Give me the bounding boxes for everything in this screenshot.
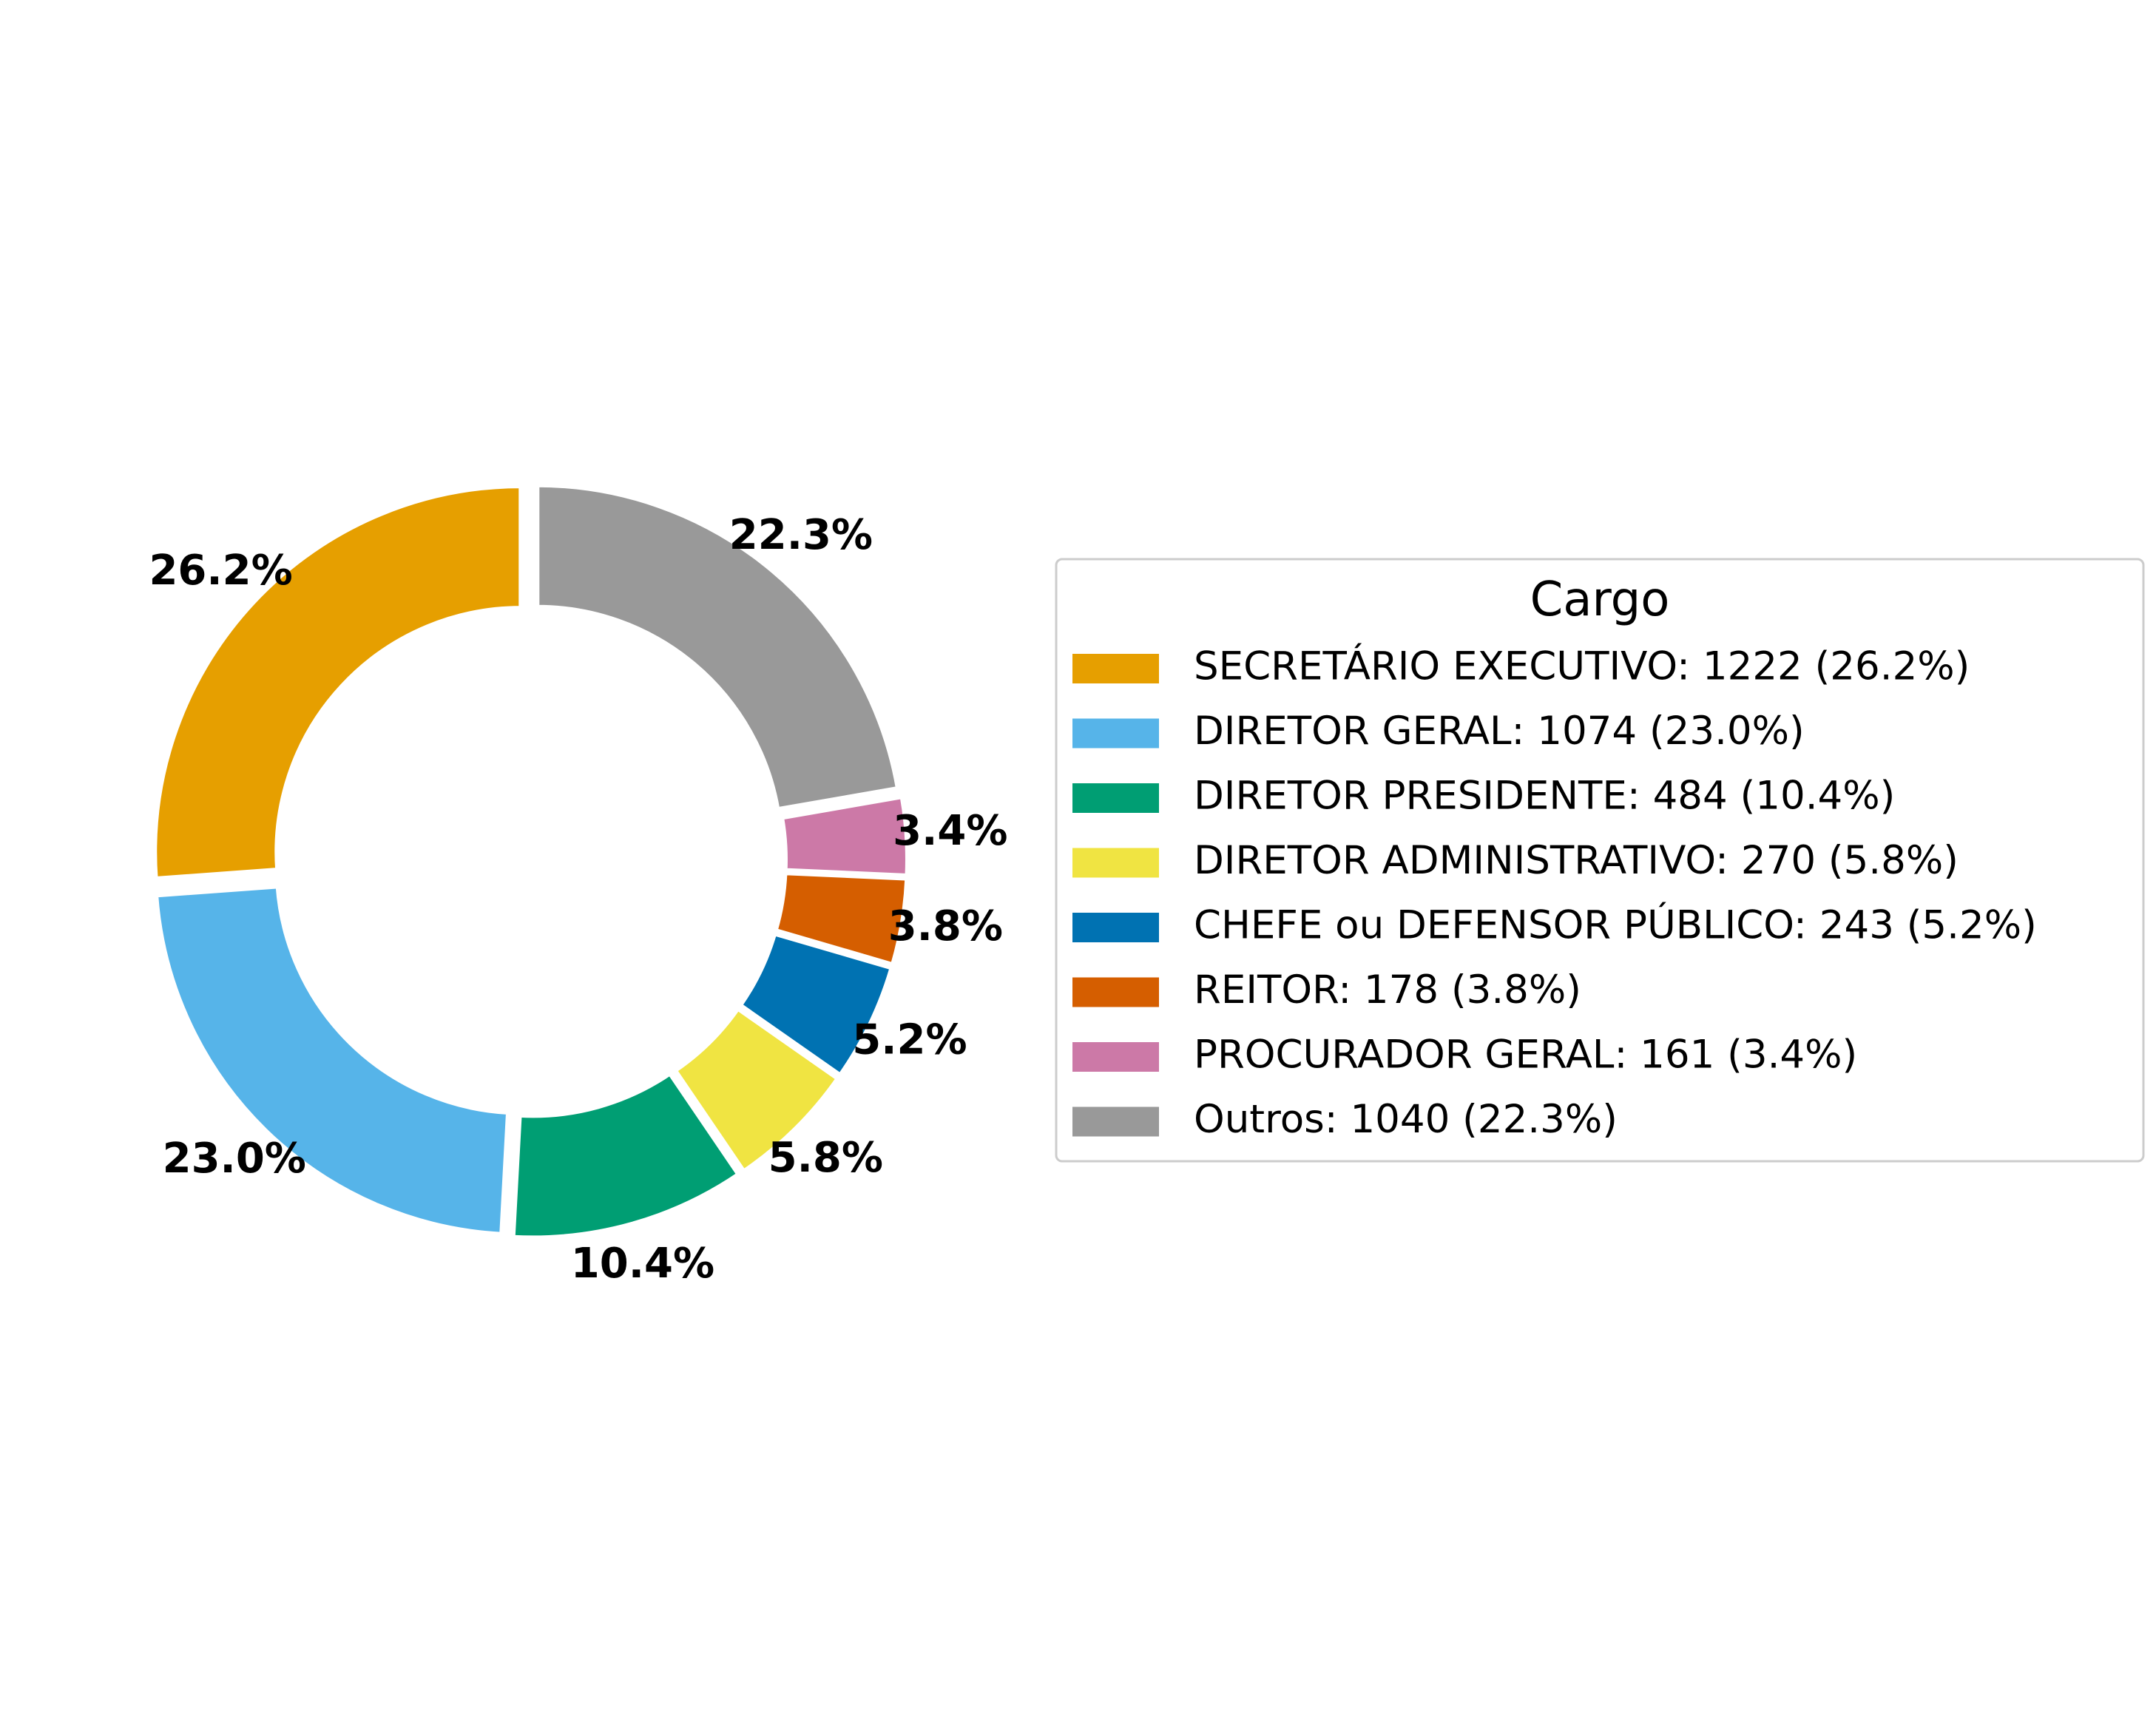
percent-label-procurador-geral: 3.4% [893,807,1007,855]
legend-swatch-outros [1072,1106,1159,1137]
legend-entry-procurador-geral: PROCURADOR GERAL: 161 (3.4%) [1194,1033,1857,1078]
legend-swatch-diretor-administrativo [1072,848,1159,878]
legend-entry-diretor-presidente: DIRETOR PRESIDENTE: 484 (10.4%) [1194,774,1895,819]
legend-entry-diretor-administrativo: DIRETOR ADMINISTRATIVO: 270 (5.8%) [1194,838,1959,883]
slice-diretor-presidente [510,1070,742,1240]
slice-diretor-geral [153,884,511,1237]
percent-label-diretor-geral: 23.0% [163,1135,306,1183]
percent-label-chefe-ou-defensor-publico: 5.2% [852,1016,967,1064]
legend-entry-chefe-ou-defensor-publico: CHEFE ou DEFENSOR PÚBLICO: 243 (5.2%) [1194,902,2037,948]
slice-chefe-ou-defensor-publico [737,930,895,1078]
legend-swatch-diretor-geral [1072,718,1159,749]
legend-swatch-diretor-presidente [1072,783,1159,813]
percent-label-secretario-executivo: 26.2% [149,547,292,595]
legend-entry-outros: Outros: 1040 (22.3%) [1194,1097,1618,1142]
legend-entry-secretario-executivo: SECRETÁRIO EXECUTIVO: 1222 (26.2%) [1194,643,1970,689]
percent-label-diretor-administrativo: 5.8% [768,1134,883,1182]
donut-slices [152,482,910,1240]
legend-title: Cargo [1530,572,1670,627]
legend: Cargo SECRETÁRIO EXECUTIVO: 1222 (26.2%)… [1055,558,2145,1163]
slice-procurador-geral [779,794,910,879]
slice-diretor-administrativo [672,1005,841,1175]
legend-frame [1055,558,2145,1163]
legend-swatch-secretario-executivo [1072,654,1159,683]
percent-label-diretor-presidente: 10.4% [571,1240,714,1288]
legend-entry-reitor: REITOR: 178 (3.8%) [1194,967,1581,1013]
legend-swatch-reitor [1072,977,1159,1007]
percent-label-outros: 22.3% [729,511,873,559]
legend-entry-diretor-geral: DIRETOR GERAL: 1074 (23.0%) [1194,709,1805,754]
slice-reitor [772,871,910,967]
percent-label-reitor: 3.8% [888,902,1003,950]
slice-outros [535,482,901,812]
legend-swatch-procurador-geral [1072,1042,1159,1072]
legend-swatch-chefe-ou-defensor-publico [1072,913,1159,942]
slice-secretario-executivo [152,484,524,882]
percent-labels: 26.2% 23.0% 10.4% 5.8% 5.2% 3.8% 3.4% 22.3% [149,511,1007,1288]
